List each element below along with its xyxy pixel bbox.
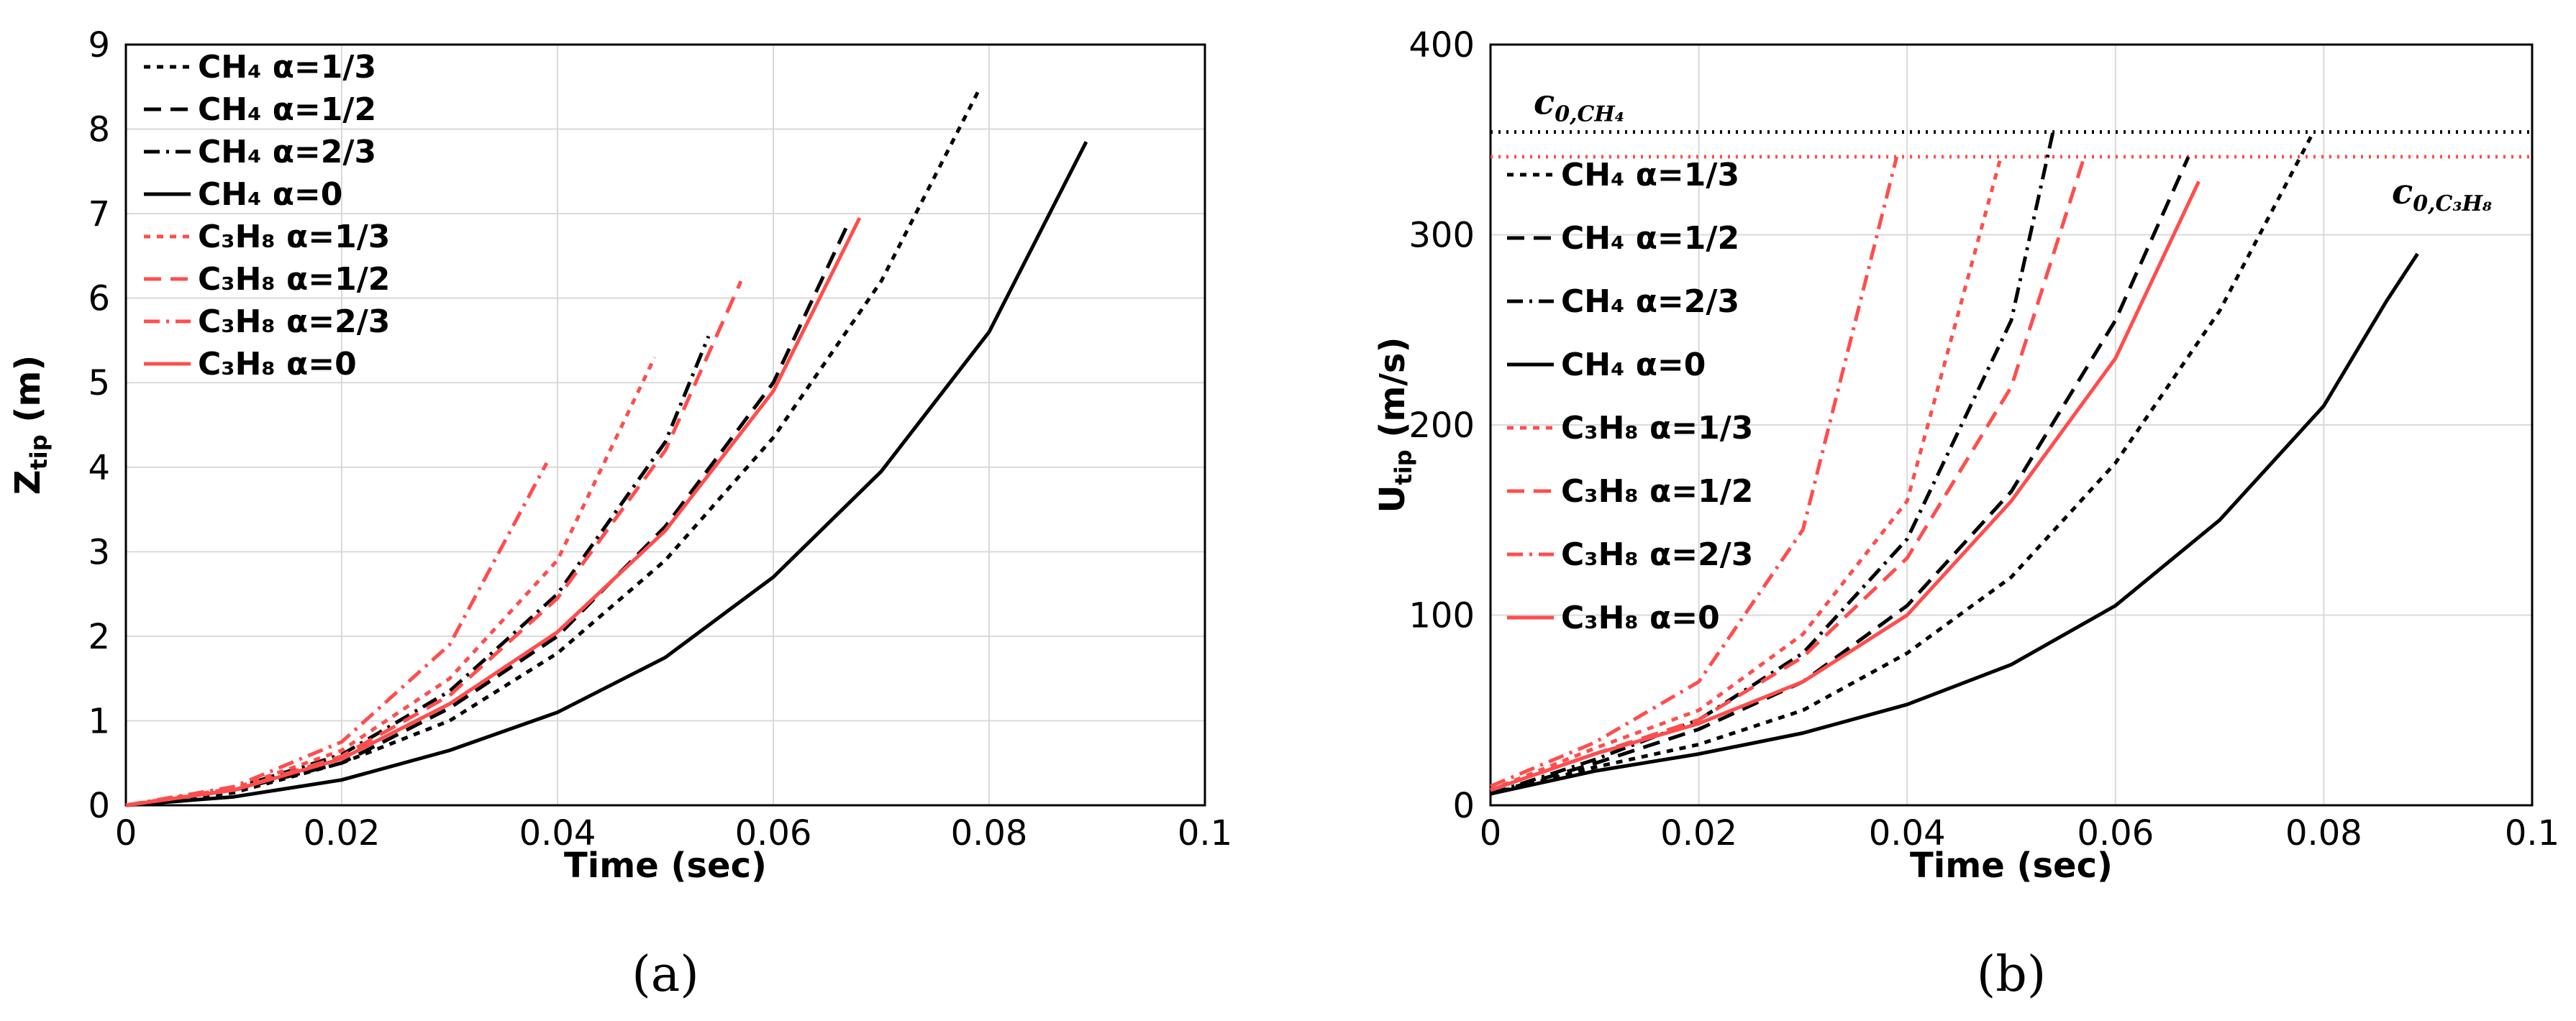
reference-line-label: c0,C₃H₈: [2392, 172, 2492, 216]
legend-entry-label: CH₄ α=0: [198, 176, 342, 213]
legend-entry-label: C₃H₈ α=2/3: [198, 303, 390, 340]
y-axis-title: Utip (m/s): [1373, 337, 1417, 513]
plot-area-frame: [124, 43, 1206, 807]
y-tick-label: 3: [88, 532, 110, 572]
reference-line-label-sub: 0,CH₄: [1555, 102, 1624, 127]
legend-entry-label: CH₄ α=0: [1561, 347, 1706, 383]
plot-area-frame: [1489, 43, 2534, 807]
y-tick-label: 5: [88, 363, 110, 403]
legend-entry-label: C₃H₈ α=0: [1561, 600, 1720, 636]
y-axis-title-sub: tip: [25, 434, 53, 470]
y-tick-label: 100: [1408, 596, 1475, 636]
series-line-1: [1490, 156, 2190, 796]
chart-panel-a: 0 0.02 0.04 0.06 0.08 0.1 0 1 2 3 4 5 6 7 8 9 CH₄ α=1/3 C…: [8, 25, 1232, 1003]
x-tick-label: 0.06: [735, 813, 812, 853]
y-tick-label: 1: [88, 701, 110, 741]
series-line-6: [1490, 156, 1899, 788]
y-axis-title-unit: (m/s): [1373, 337, 1413, 450]
y-tick-label: 200: [1408, 406, 1475, 446]
y-tick-label: 0: [88, 786, 110, 826]
x-tick-label: 0.02: [304, 813, 381, 853]
series-line-0: [1490, 131, 2316, 796]
y-axis-title-main: Z: [8, 470, 48, 495]
reference-line-label-sub: 0,C₃H₈: [2413, 191, 2492, 216]
legend-entry-label: C₃H₈ α=2/3: [1561, 536, 1753, 573]
x-tick-label: 0: [1480, 813, 1502, 853]
y-tick-label: 400: [1408, 25, 1475, 65]
y-axis-title-sub: tip: [1390, 449, 1417, 485]
y-axis-title-unit: (m): [8, 355, 48, 435]
series-line-2: [1490, 132, 2055, 796]
legend-entry-label: C₃H₈ α=1/2: [198, 261, 390, 298]
panel-label: (b): [1977, 946, 2047, 1003]
reference-line-label-main: c: [2392, 172, 2413, 212]
legend-entry-label: CH₄ α=1/3: [1561, 157, 1739, 193]
y-tick-label: 8: [88, 110, 110, 150]
x-axis-title: Time (sec): [1910, 846, 2113, 886]
legend-entry-label: C₃H₈ α=0: [198, 346, 357, 383]
series-line-7: [125, 216, 862, 807]
legend-entry-label: CH₄ α=1/2: [1561, 220, 1739, 257]
y-tick-label: 4: [88, 448, 110, 488]
legend-entry-label: CH₄ α=1/3: [198, 49, 376, 86]
y-tick-label: 0: [1452, 786, 1475, 826]
y-tick-label: 6: [88, 279, 110, 319]
legend-entry-label: C₃H₈ α=1/3: [198, 219, 390, 255]
series-line-1: [125, 221, 851, 807]
legend-entry-label: C₃H₈ α=1/3: [1561, 410, 1753, 447]
x-tick-label: 0.1: [1178, 813, 1232, 853]
panel-label: (a): [632, 946, 699, 1003]
x-tick-label: 0: [115, 813, 137, 853]
x-tick-label: 0.04: [519, 813, 596, 853]
y-tick-label: 300: [1408, 216, 1475, 256]
reference-line-label-main: c: [1534, 83, 1555, 123]
y-tick-label: 9: [88, 25, 110, 65]
legend-entry-label: CH₄ α=2/3: [1561, 283, 1739, 320]
legend-entry-label: CH₄ α=1/2: [198, 91, 376, 128]
x-tick-label: 0.08: [951, 813, 1028, 853]
y-axis-title: Ztip (m): [8, 355, 53, 495]
series-line-4: [1490, 156, 2003, 792]
series-line-7: [1490, 180, 2200, 792]
series-line-3: [125, 141, 1088, 807]
x-tick-label: 0.02: [1660, 813, 1737, 853]
x-tick-label: 0.1: [2505, 813, 2559, 853]
y-axis-title-main: U: [1373, 485, 1413, 513]
x-tick-label: 0.08: [2285, 813, 2362, 853]
x-tick-label: 0.04: [1869, 813, 1946, 853]
legend-entry-label: CH₄ α=2/3: [198, 134, 376, 170]
reference-line-label: c0,CH₄: [1534, 83, 1624, 127]
y-tick-label: 2: [88, 617, 110, 657]
series-line-3: [1490, 252, 2419, 796]
x-tick-label: 0.06: [2077, 813, 2154, 853]
series-line-6: [125, 462, 549, 807]
chart-panel-b: 0 0.02 0.04 0.06 0.08 0.10100200300400c0,CH₄c…: [1373, 25, 2559, 1003]
legend-entry-label: C₃H₈ α=1/2: [1561, 473, 1753, 510]
y-tick-label: 7: [88, 194, 110, 234]
x-axis-title: Time (sec): [564, 846, 767, 886]
